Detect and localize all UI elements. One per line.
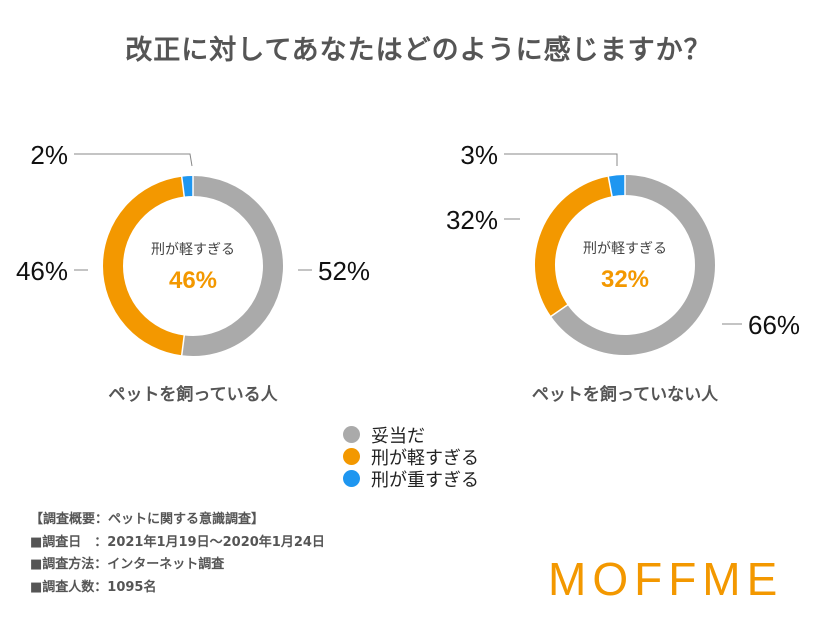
slice-separator	[180, 175, 186, 198]
data-label-appropriate: 66%	[748, 310, 800, 340]
legend-label-appropriate: 妥当だ	[371, 425, 425, 447]
center-label: 刑が軽すぎる	[583, 241, 667, 257]
data-label-appropriate: 52%	[318, 256, 370, 286]
legend-swatch-too-light	[343, 448, 360, 465]
survey-date: ■調査日 ：2021年1月19日〜2020年1月24日	[30, 534, 325, 550]
legend-label-too-heavy: 刑が重すぎる	[371, 469, 479, 491]
survey-method: ■調査方法：インターネット調査	[30, 557, 225, 572]
center-label: 刑が軽すぎる	[151, 242, 235, 258]
center-value: 32%	[601, 266, 649, 293]
page-title: 改正に対してあなたはどのように感じますか？	[125, 35, 712, 66]
slice-separator	[180, 334, 186, 357]
data-label-too-light: 32%	[446, 205, 498, 235]
brand-logo: MOFFME	[548, 553, 784, 605]
donut-slice-appropriate	[551, 175, 715, 355]
donut-slice-too-light	[535, 176, 613, 317]
slice-separator	[549, 303, 569, 318]
center-value: 46%	[169, 267, 217, 294]
legend-item-appropriate: 妥当だ	[343, 424, 479, 447]
donut-slice-too-heavy	[608, 175, 626, 197]
leader-line	[74, 153, 193, 167]
leader-line	[504, 153, 618, 166]
donut-slice-too-heavy	[181, 176, 194, 197]
legend-item-too-heavy: 刑が重すぎる	[343, 468, 479, 491]
legend-item-too-light: 刑が軽すぎる	[343, 446, 479, 469]
legend-swatch-too-heavy	[343, 470, 360, 487]
data-label-too-heavy: 3%	[460, 140, 498, 170]
survey-count: ■調査人数：1095名	[30, 579, 157, 595]
donut-slice-too-light	[103, 176, 185, 356]
chart-subtitle: ペットを飼っている人	[108, 384, 278, 405]
slice-separator	[607, 175, 613, 198]
legend: 妥当だ 刑が軽すぎる 刑が重すぎる	[343, 424, 479, 491]
data-label-too-heavy: 2%	[30, 140, 68, 170]
survey-heading: 【調査概要：ペットに関する意識調査】	[30, 512, 265, 527]
donut-slice-appropriate	[181, 176, 283, 356]
data-label-too-light: 46%	[16, 256, 68, 286]
legend-swatch-appropriate	[343, 426, 360, 443]
chart-subtitle: ペットを飼っていない人	[532, 384, 719, 405]
survey-summary: 【調査概要：ペットに関する意識調査】 ■調査日 ：2021年1月19日〜2020…	[30, 509, 325, 599]
legend-label-too-light: 刑が軽すぎる	[371, 447, 479, 469]
